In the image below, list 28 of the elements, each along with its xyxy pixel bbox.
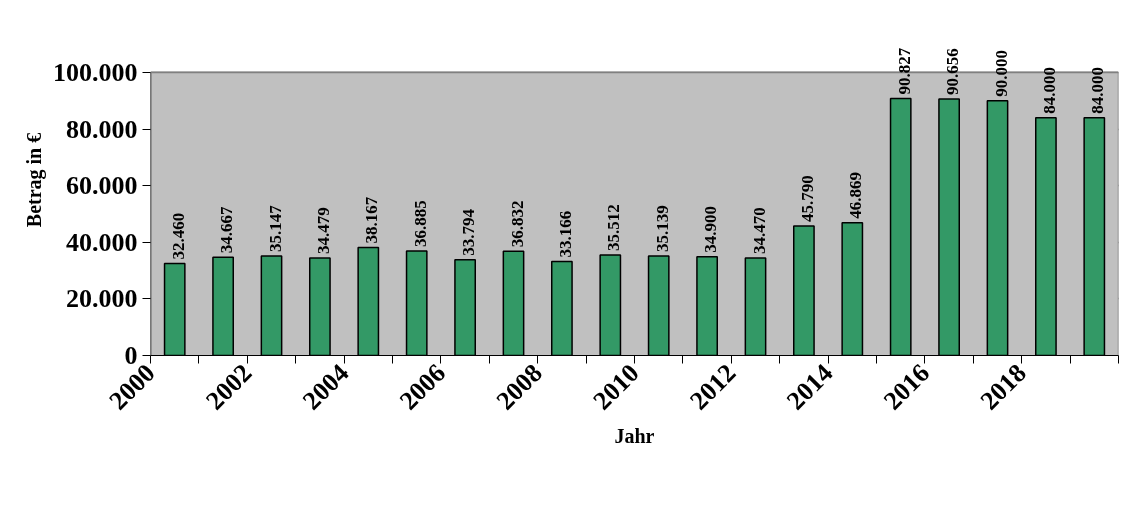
data-label: 35.512 — [604, 204, 624, 251]
data-label: 90.000 — [991, 49, 1011, 97]
data-label: 38.167 — [362, 196, 382, 244]
data-label: 84.000 — [1088, 66, 1108, 114]
data-label: 90.656 — [943, 48, 963, 95]
y-tick-label: 60.000 — [66, 171, 138, 201]
data-label: 84.000 — [1039, 66, 1059, 114]
data-label: 34.667 — [217, 206, 237, 254]
data-label: 34.470 — [749, 207, 769, 254]
data-label: 35.139 — [652, 205, 672, 253]
data-label: 36.832 — [507, 200, 527, 248]
data-label: 35.147 — [265, 204, 285, 253]
data-label: 46.869 — [846, 172, 866, 219]
y-tick-label: 20.000 — [66, 284, 138, 314]
data-label: 33.166 — [555, 210, 575, 258]
x-axis-title: Jahr — [614, 425, 655, 448]
data-label: 34.900 — [701, 205, 721, 253]
data-label: 33.794 — [459, 208, 479, 256]
data-label: 90.827 — [894, 47, 914, 95]
data-label: 45.790 — [797, 175, 817, 222]
y-tick-label: 40.000 — [66, 227, 138, 257]
data-label: 34.479 — [313, 207, 333, 254]
data-label: 36.885 — [410, 200, 430, 248]
y-tick-label: 0 — [124, 341, 138, 370]
y-tick-label: 80.000 — [66, 114, 138, 144]
y-tick-label: 100.000 — [53, 57, 138, 87]
y-axis-title: Betrag in € — [23, 132, 46, 228]
data-label: 32.460 — [168, 212, 188, 260]
